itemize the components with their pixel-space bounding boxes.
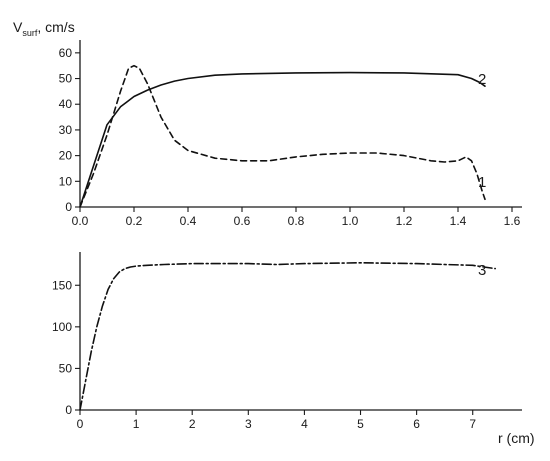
series-line-1 xyxy=(79,64,486,208)
top-x-tick-label: 0.8 xyxy=(288,214,305,228)
top-x-tick-label: 0.6 xyxy=(234,214,251,228)
bottom-x-tick-label: 0 xyxy=(77,417,84,431)
top-y-tick-label: 10 xyxy=(59,174,73,188)
top-y-tick-label: 0 xyxy=(65,200,72,214)
bottom-series-group xyxy=(79,261,497,411)
bottom-x-tick-label: 2 xyxy=(189,417,196,431)
bottom-x-tick-label: 3 xyxy=(245,417,252,431)
bottom-y-tick-label: 50 xyxy=(59,361,73,375)
bottom-y-tick-label: 0 xyxy=(65,403,72,417)
series-line-2 xyxy=(79,71,486,208)
top-x-tick-label: 0.4 xyxy=(180,214,197,228)
x-axis-title: r (cm) xyxy=(498,430,535,446)
top-panel: 0.0 0.2 0.4 0.6 0.8 1.0 1.2 1.4 1.6 0 10 20 30 40 50 6… xyxy=(59,40,522,228)
bottom-y-tick-label: 100 xyxy=(52,320,72,334)
top-x-tick-label: 1.0 xyxy=(342,214,359,228)
bottom-x-tick-label: 7 xyxy=(469,417,476,431)
top-x-tick-label: 0.2 xyxy=(126,214,143,228)
bottom-x-ticks: 0 1 2 3 4 5 6 7 xyxy=(77,410,476,431)
top-y-tick-label: 60 xyxy=(59,46,73,60)
top-y-ticks: 0 10 20 30 40 50 60 xyxy=(59,46,80,214)
series-label-1: 1 xyxy=(478,174,486,191)
top-x-tick-label: 1.2 xyxy=(396,214,413,228)
bottom-x-tick-label: 1 xyxy=(133,417,140,431)
bottom-panel: 0 1 2 3 4 5 6 7 0 50 100 150 3 r (cm) xyxy=(52,252,535,446)
top-x-tick-label: 1.6 xyxy=(504,214,521,228)
top-x-tick-label: 1.4 xyxy=(450,214,467,228)
series-line-3 xyxy=(79,261,497,411)
y-axis-title-main: V xyxy=(13,19,23,35)
bottom-x-tick-label: 5 xyxy=(357,417,364,431)
series-label-2: 2 xyxy=(478,71,486,88)
bottom-y-tick-label: 150 xyxy=(52,278,72,292)
top-y-tick-label: 50 xyxy=(59,72,73,86)
top-y-tick-label: 40 xyxy=(59,97,73,111)
bottom-y-ticks: 0 50 100 150 xyxy=(52,278,80,417)
top-series-group xyxy=(79,64,486,208)
y-axis-title: Vsurf, cm/s xyxy=(13,19,75,38)
bottom-x-tick-label: 6 xyxy=(413,417,420,431)
top-y-tick-label: 30 xyxy=(59,123,73,137)
y-axis-title-rest: , cm/s xyxy=(37,19,74,35)
y-axis-title-subscript: surf xyxy=(22,28,38,38)
series-label-3: 3 xyxy=(478,262,486,279)
bottom-x-tick-label: 4 xyxy=(301,417,308,431)
top-x-tick-label: 0.0 xyxy=(72,214,89,228)
top-y-tick-label: 20 xyxy=(59,149,73,163)
top-x-ticks: 0.0 0.2 0.4 0.6 0.8 1.0 1.2 1.4 1.6 xyxy=(72,207,521,228)
